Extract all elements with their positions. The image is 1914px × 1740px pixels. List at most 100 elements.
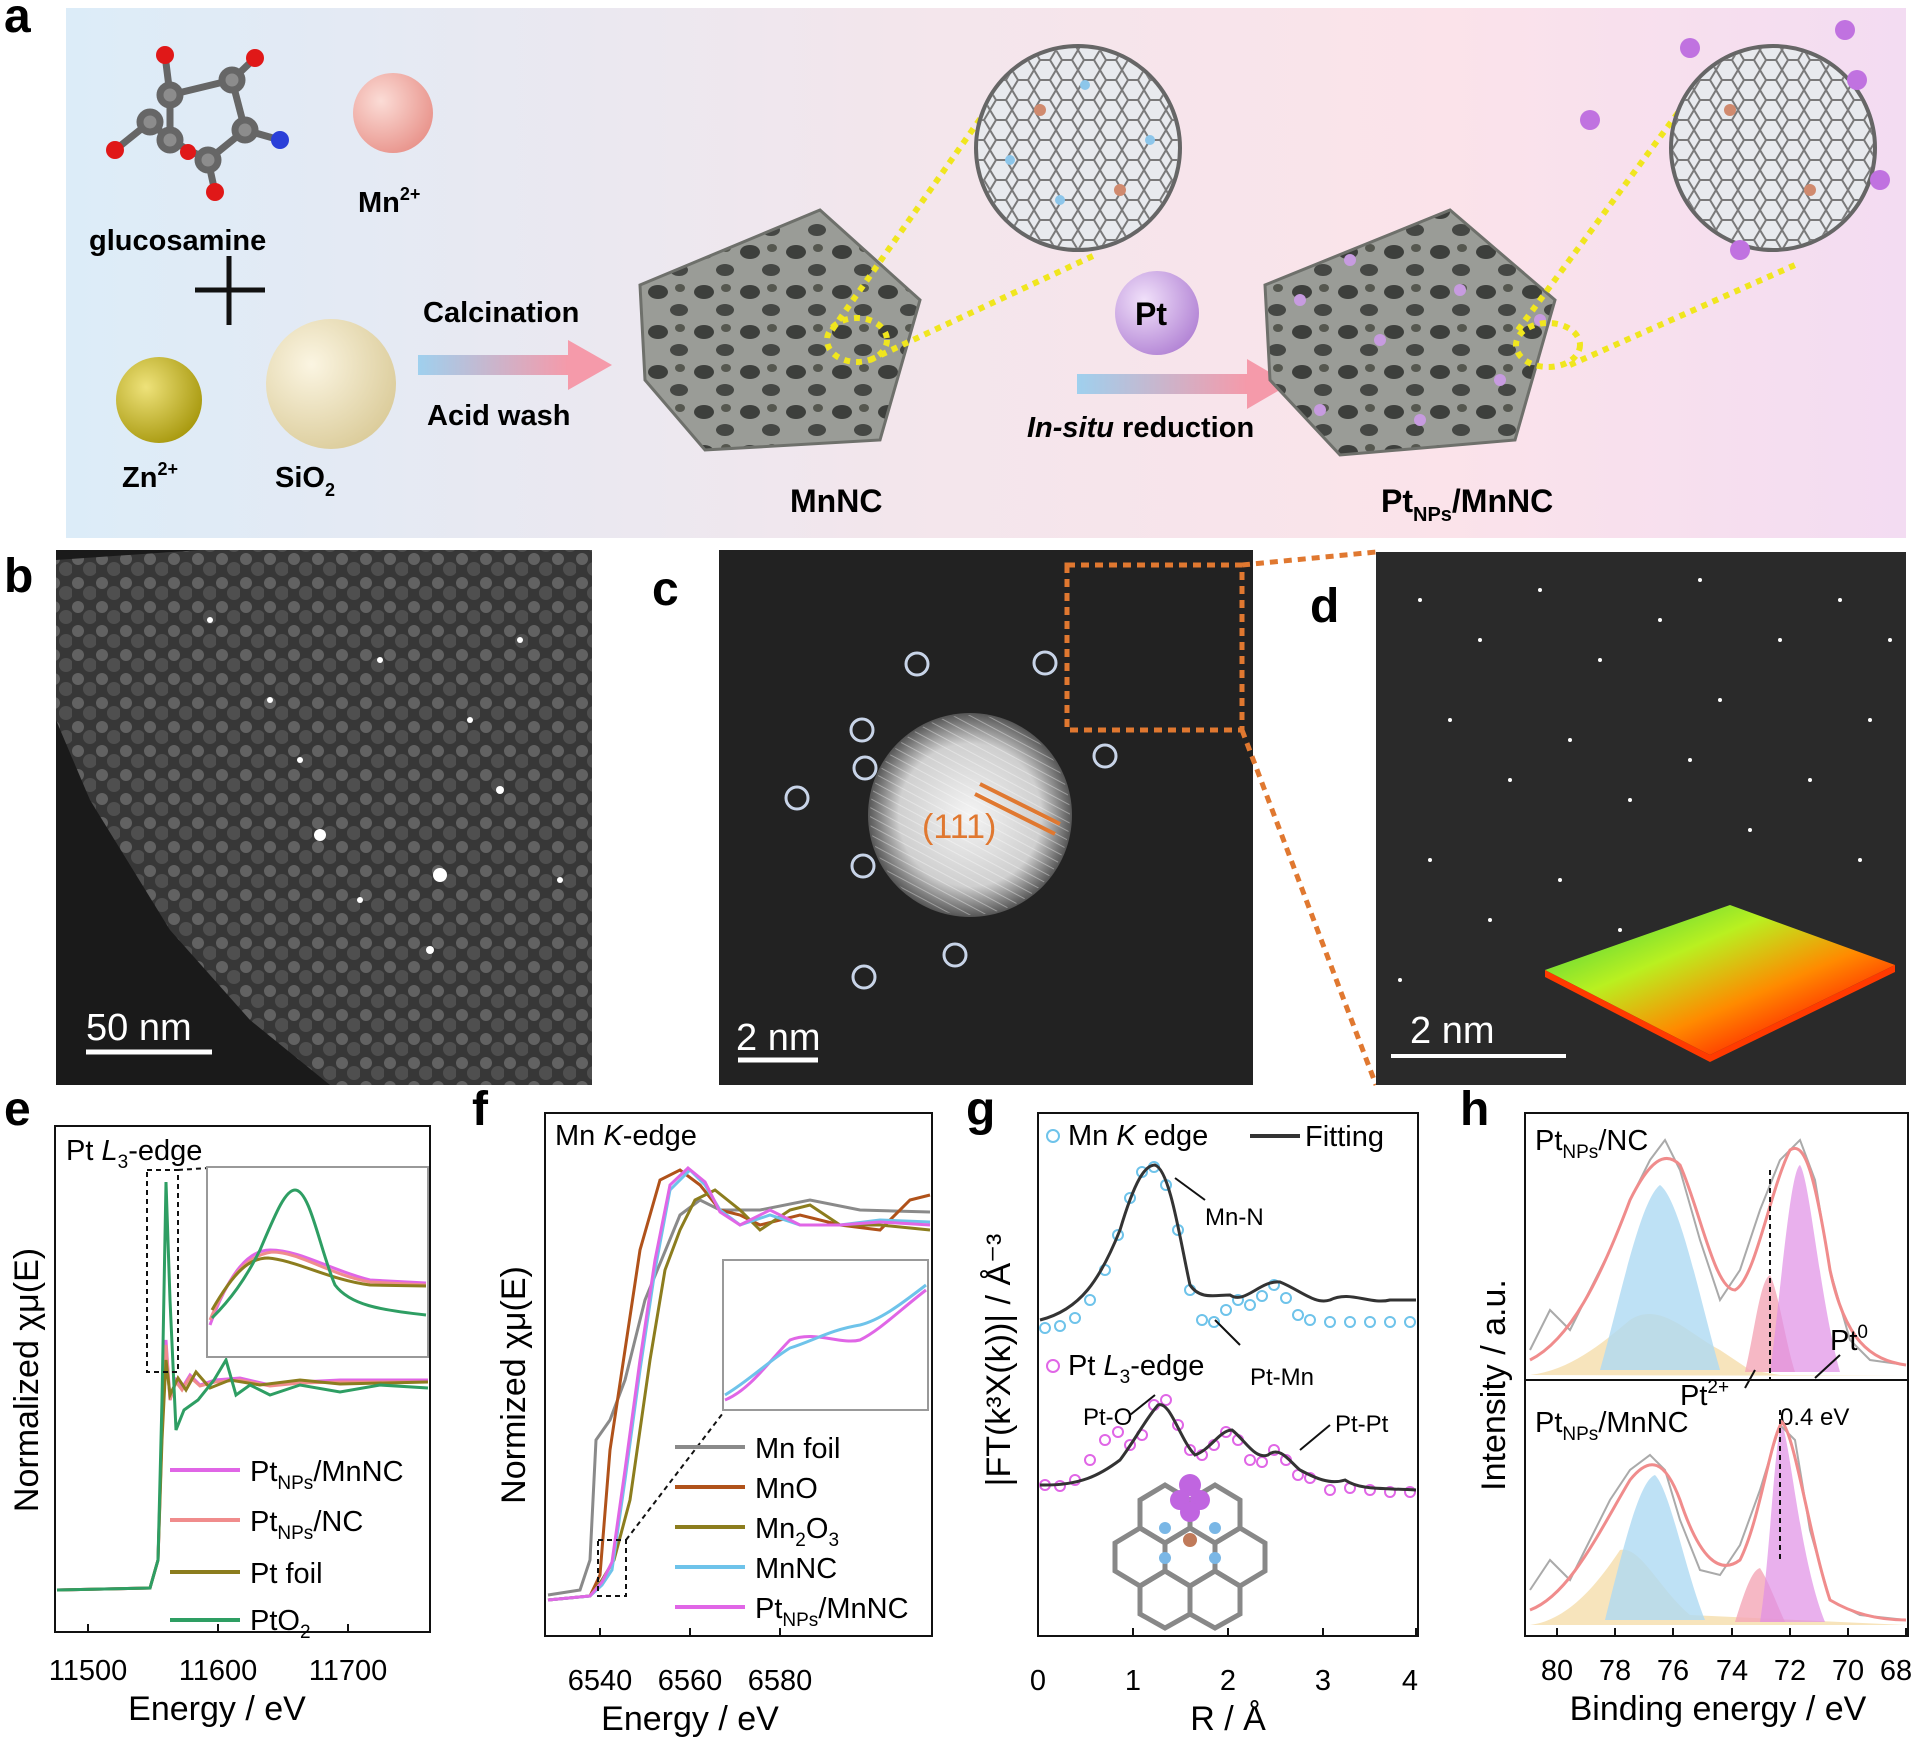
svg-text:MnNC: MnNC (755, 1553, 837, 1585)
xtick-f-1: 6560 (658, 1665, 723, 1697)
ylabel-g: |FT(k³X(k))| / Å⁻³ (980, 1234, 1018, 1487)
svg-text:PtNPs/MnNC: PtNPs/MnNC (755, 1593, 909, 1631)
mnnc-label: MnNC (790, 483, 882, 519)
label-h-top: PtNPs/NC (1535, 1125, 1648, 1163)
legend-g-mn: Mn K edge (1068, 1120, 1208, 1152)
xtick-h-6: 68 (1880, 1655, 1912, 1687)
xtick-h-3: 74 (1716, 1655, 1748, 1687)
glucosamine-molecule (106, 46, 289, 201)
zoom-dots-pt-1 (1515, 108, 1683, 332)
legend-f: Mn foil MnO Mn2O3 MnNC PtNPs/MnNC (675, 1433, 909, 1631)
in-situ-reduction-label: In-situ reduction (1027, 412, 1254, 444)
panel-e: e Pt L3-edge Normalized χμ(E) Energy / e… (4, 1083, 431, 1728)
pt-l3-fit (1039, 1403, 1417, 1492)
plot-frame-h (1524, 1112, 1909, 1637)
svg-text:Pt foil: Pt foil (250, 1558, 323, 1590)
panel-f-letter: f (472, 1083, 489, 1136)
process-arrow-2 (1077, 359, 1290, 409)
xtick-f-0: 6540 (568, 1665, 633, 1697)
panel-g-letter: g (966, 1083, 995, 1136)
xps-envelope-top (1529, 1146, 1907, 1367)
scale-label-b: 50 nm (86, 1007, 192, 1049)
panel-a-letter: a (4, 0, 31, 43)
svg-text:PtO2: PtO2 (250, 1605, 311, 1643)
title-e: Pt L3-edge (66, 1135, 202, 1173)
xtick-g-1: 1 (1125, 1665, 1141, 1697)
xtick-h-4: 72 (1774, 1655, 1806, 1687)
label-h-bottom: PtNPs/MnNC (1535, 1407, 1689, 1445)
xtick-g-3: 3 (1315, 1665, 1331, 1697)
legend-g-pt: Pt L3-edge (1068, 1350, 1204, 1388)
ptnps-mnnc-label: PtNPs/MnNC (1381, 483, 1553, 526)
panel-f: f Mn K-edge Normized χμ(E) Energy / eV 6… (472, 1083, 933, 1738)
xtick-g-0: 0 (1030, 1665, 1046, 1697)
xticks-f (599, 1628, 781, 1636)
annotation-mn-n: Mn-N (1205, 1204, 1264, 1231)
ylabel-f: Normized χμ(E) (495, 1266, 533, 1504)
mnnc-framework (638, 208, 922, 452)
glucosamine-label: glucosamine (89, 225, 266, 257)
panel-b-letter: b (4, 550, 33, 603)
xps-raw-bottom (1529, 1423, 1907, 1621)
sio2-label: SiO2 (275, 462, 335, 500)
mn-ion-sphere (353, 73, 433, 153)
xtick-g-2: 2 (1220, 1665, 1236, 1697)
zn-ion-sphere (116, 357, 202, 443)
legend-f-item-0: Mn foil (675, 1433, 840, 1465)
zoom-dots-mnnc-2 (868, 252, 1097, 363)
pt-nanoparticles-b (207, 617, 563, 954)
plot-frame-e (54, 1125, 431, 1633)
zoom-box-c (1064, 562, 1245, 733)
svg-text:PtNPs/NC: PtNPs/NC (250, 1506, 363, 1544)
xlabel-e: Energy / eV (128, 1690, 306, 1728)
zoom-dots-mnnc-1 (829, 110, 988, 332)
svg-text:PtNPs/MnNC: PtNPs/MnNC (250, 1456, 404, 1494)
svg-text:MnO: MnO (755, 1473, 818, 1505)
intensity-surface-plot (1545, 905, 1895, 1055)
inset-f (722, 1259, 929, 1411)
xtick-h-2: 76 (1657, 1655, 1689, 1687)
mn-k-data (1039, 1161, 1416, 1334)
inset-e (206, 1166, 429, 1358)
label-shift: 0.4 eV (1780, 1404, 1849, 1431)
scale-label-d: 2 nm (1410, 1010, 1494, 1052)
zoom-box-e (146, 1169, 179, 1373)
xtick-f-2: 6580 (748, 1665, 813, 1697)
ptnps-mnnc-framework (1263, 208, 1583, 457)
ylabel-e: Normalized χμ(E) (8, 1248, 46, 1512)
panel-d: d 2 nm (1310, 552, 1906, 1085)
pt-sphere (1115, 271, 1199, 355)
zoom-box-f (597, 1539, 627, 1597)
pt-sphere-label: Pt (1135, 296, 1167, 332)
coordination-structure (1112, 1474, 1268, 1631)
calcination-label: Calcination (423, 297, 579, 329)
xticks-e (87, 1624, 349, 1632)
legend-f-item-3: MnNC (675, 1553, 837, 1585)
legend-e-item-1: PtNPs/NC (170, 1506, 363, 1544)
annotation-pt-pt: Pt-Pt (1335, 1411, 1389, 1438)
panel-d-letter: d (1310, 580, 1339, 633)
panel-h: h Intensity / a.u. Binding energy / eV 8… (1460, 1083, 1912, 1728)
xticks-h (1556, 1628, 1907, 1636)
mn-k-fit (1039, 1163, 1416, 1322)
panel-b: b 50 nm (4, 550, 592, 1085)
xtick-h-0: 80 (1541, 1655, 1573, 1687)
zoom-dots-pt-2 (1568, 262, 1797, 368)
xlabel-f: Energy / eV (601, 1700, 779, 1738)
legend-f-item-4: PtNPs/MnNC (675, 1593, 909, 1631)
panel-c: c (111) 2 nm (652, 549, 1379, 1086)
plus-sign (195, 256, 265, 325)
panel-a: a glucosamine Mn2+ Zn2+ SiO2 Calcination (4, 0, 1906, 538)
lattice-plane-label: (111) (922, 808, 996, 846)
legend-g-fit: Fitting (1305, 1121, 1384, 1153)
mn-ion-label: Mn2+ (358, 184, 420, 219)
acid-wash-label: Acid wash (427, 400, 570, 432)
scale-label-c: 2 nm (736, 1017, 820, 1059)
svg-text:Mn2O3: Mn2O3 (755, 1513, 839, 1551)
panel-e-letter: e (4, 1083, 31, 1136)
ptnps-fullerene (1580, 20, 1890, 260)
xtick-e-2: 11700 (309, 1655, 388, 1687)
xlabel-h: Binding energy / eV (1570, 1690, 1867, 1728)
xtick-h-1: 78 (1599, 1655, 1631, 1687)
legend-e: PtNPs/MnNC PtNPs/NC Pt foil PtO2 (170, 1456, 404, 1643)
